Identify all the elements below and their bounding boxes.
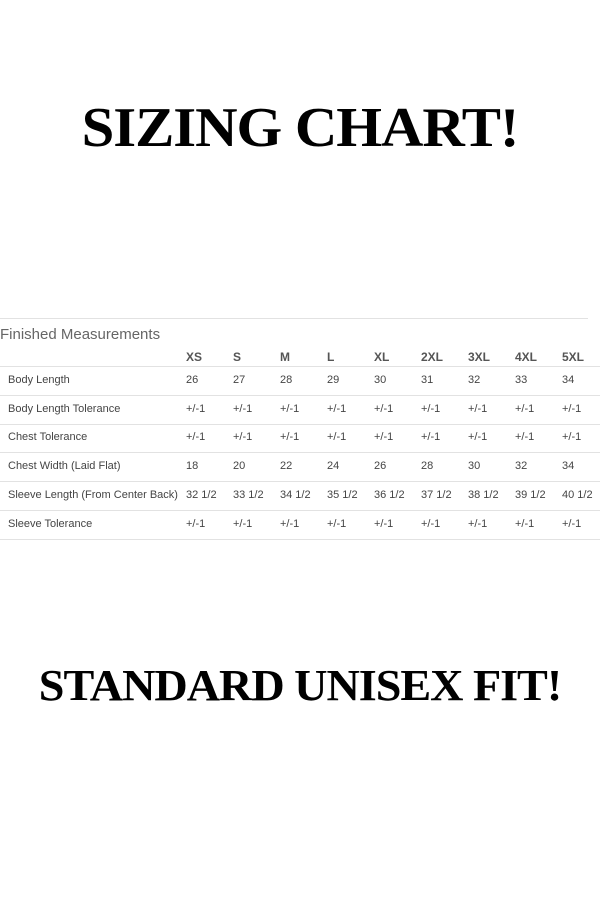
cell: +/-1 <box>468 431 488 444</box>
row-label: Chest Tolerance <box>8 431 88 444</box>
row-line <box>0 509 600 511</box>
cell: +/-1 <box>186 431 206 444</box>
cell: +/-1 <box>327 517 347 530</box>
cell: +/-1 <box>562 431 582 444</box>
column-header: L <box>327 350 335 364</box>
cell: +/-1 <box>186 517 206 530</box>
row-line <box>0 423 600 425</box>
row-line <box>0 366 600 367</box>
cell: 40 1/2 <box>562 488 593 501</box>
cell: 35 1/2 <box>327 488 358 501</box>
column-header: XS <box>186 350 203 364</box>
row-label: Chest Width (Laid Flat) <box>8 460 121 473</box>
cell: 39 1/2 <box>515 488 546 501</box>
cell: +/-1 <box>280 402 300 415</box>
row-label: Sleeve Tolerance <box>8 517 93 530</box>
cell: 28 <box>421 460 434 473</box>
cell: 28 <box>280 374 293 386</box>
row-line <box>0 395 600 396</box>
cell: 33 1/2 <box>233 488 264 501</box>
page-title: SIZING CHART! <box>81 97 520 159</box>
cell: 34 <box>562 460 575 473</box>
row-line <box>0 452 600 454</box>
cell: 27 <box>233 374 246 386</box>
cell: 34 <box>562 374 575 386</box>
cell: +/-1 <box>468 402 488 415</box>
cell: +/-1 <box>562 517 582 530</box>
cell: +/-1 <box>327 431 347 444</box>
cell: +/-1 <box>280 431 300 444</box>
column-header: 5XL <box>562 350 585 364</box>
cell: +/-1 <box>421 402 441 415</box>
cell: 32 <box>515 460 528 473</box>
cell: +/-1 <box>327 402 347 415</box>
cell: 26 <box>374 460 387 473</box>
column-header: M <box>280 350 290 364</box>
table-caption: Finished Measurements <box>0 326 161 343</box>
cell: 31 <box>421 374 434 386</box>
cell: 34 1/2 <box>280 488 311 501</box>
cell: 37 1/2 <box>421 488 452 501</box>
row-label: Sleeve Length (From Center Back) <box>8 488 178 501</box>
divider <box>0 318 588 319</box>
cell: 30 <box>468 460 481 473</box>
cell: 18 <box>186 460 199 473</box>
cell: +/-1 <box>374 517 394 530</box>
column-header: 4XL <box>515 350 538 364</box>
cell: +/-1 <box>515 431 535 444</box>
cell: +/-1 <box>186 402 206 415</box>
cell: +/-1 <box>233 402 253 415</box>
cell: 22 <box>280 460 293 473</box>
column-header: 3XL <box>468 350 491 364</box>
cell: +/-1 <box>421 431 441 444</box>
cell: +/-1 <box>233 517 253 530</box>
row-label: Body Length Tolerance <box>8 402 121 415</box>
cell: 26 <box>186 374 199 386</box>
cell: +/-1 <box>233 431 253 444</box>
cell: 29 <box>327 374 340 386</box>
cell: +/-1 <box>421 517 441 530</box>
footer-text: STANDARD UNISEX FIT! <box>38 661 562 710</box>
cell: +/-1 <box>468 517 488 530</box>
cell: +/-1 <box>280 517 300 530</box>
cell: 32 <box>468 374 481 386</box>
cell: +/-1 <box>374 402 394 415</box>
cell: +/-1 <box>374 431 394 444</box>
cell: +/-1 <box>515 517 535 530</box>
row-label: Body Length <box>8 374 70 386</box>
row-line <box>0 481 600 483</box>
column-header: 2XL <box>421 350 444 364</box>
cell: 33 <box>515 374 528 386</box>
cell: 38 1/2 <box>468 488 499 501</box>
cell: 36 1/2 <box>374 488 405 501</box>
row-line <box>0 538 600 540</box>
cell: 24 <box>327 460 340 473</box>
column-header: S <box>233 350 242 364</box>
column-header: XL <box>374 350 390 364</box>
cell: +/-1 <box>515 402 535 415</box>
cell: +/-1 <box>562 402 582 415</box>
cell: 30 <box>374 374 387 386</box>
cell: 20 <box>233 460 246 473</box>
cell: 32 1/2 <box>186 488 217 501</box>
